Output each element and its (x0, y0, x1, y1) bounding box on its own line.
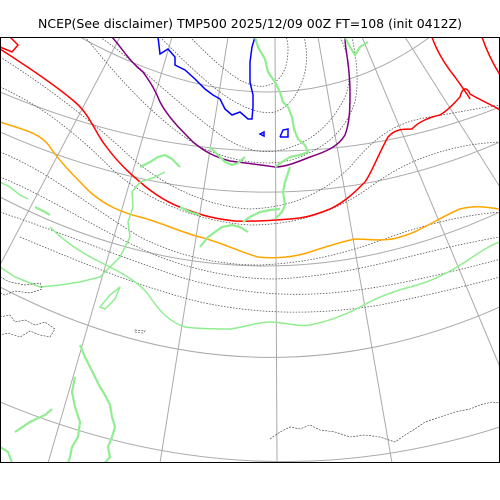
isotherm-plus12 (49, 226, 500, 330)
latitude-lines (0, 37, 500, 463)
isotherm-minus12 (0, 121, 500, 259)
map-frame (0, 37, 500, 463)
coastline (0, 314, 56, 338)
isotherm-minus36 (279, 128, 289, 138)
temperature-contour (99, 37, 350, 153)
land-outline (0, 446, 14, 463)
meridian-line (0, 37, 121, 266)
isotherm-0 (431, 37, 471, 100)
meridian-line (274, 37, 278, 463)
land-outline (242, 207, 281, 223)
temperature-contour (0, 151, 500, 266)
temperature-contour (0, 176, 500, 280)
land-outline (14, 408, 53, 433)
isotherm-plus12 (0, 181, 29, 200)
land-outline (199, 223, 249, 248)
latitude-line (0, 196, 500, 267)
meridian-line (159, 37, 229, 463)
land-outline (344, 37, 369, 58)
latitude-line (79, 37, 431, 93)
land-outline (78, 344, 117, 463)
meridian-line (47, 37, 173, 463)
land-outline (253, 37, 310, 168)
latitude-line (0, 286, 500, 358)
isotherm-minus36 (157, 37, 256, 120)
isotherm-minus36 (258, 130, 265, 138)
meridian-line (361, 37, 500, 368)
land-outline (34, 206, 51, 216)
temperature-contour (0, 86, 500, 226)
temperature-contour (19, 236, 500, 313)
temperature-contour (159, 37, 307, 114)
meridian-line (317, 37, 393, 463)
map-title: NCEP(See disclaimer) TMP500 2025/12/09 0… (38, 16, 462, 31)
latitude-line (0, 131, 500, 193)
coastline (134, 329, 146, 334)
map-border (0, 37, 500, 463)
meridian-line (404, 37, 500, 188)
isotherm-minus24 (111, 37, 351, 168)
meridian-lines (0, 37, 500, 463)
coastline (0, 276, 43, 296)
land-outline (179, 206, 201, 217)
isotherm-plus12 (0, 171, 166, 288)
latitude-line (0, 401, 500, 463)
land-outline (139, 153, 181, 168)
coastlines (0, 276, 500, 443)
land-outlines (0, 37, 369, 463)
isotherm-plus12 (98, 286, 121, 310)
land-outline (66, 376, 82, 463)
isotherm-0 (0, 37, 20, 53)
isotherm-0 (481, 37, 500, 76)
coastline (269, 401, 500, 443)
land-outline (209, 146, 246, 167)
land-outline (274, 166, 292, 220)
temperature-contour (0, 211, 500, 295)
